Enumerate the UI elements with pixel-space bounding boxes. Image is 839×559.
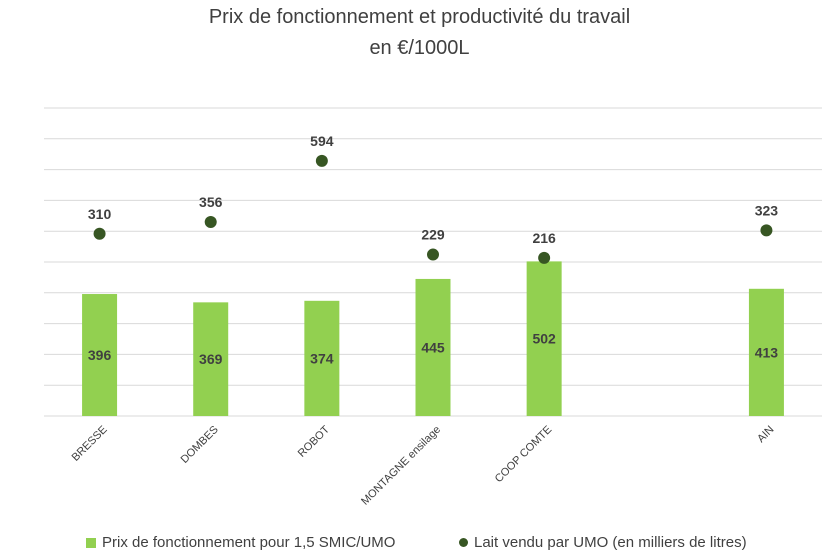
bar-value-label: 374 — [310, 350, 334, 366]
chart-title-line1: Prix de fonctionnement et productivité d… — [208, 6, 631, 28]
bar — [526, 261, 562, 416]
bar — [748, 288, 784, 416]
bar-value-label: 413 — [755, 344, 779, 360]
bar — [304, 300, 340, 416]
bar-value-label: 369 — [199, 351, 223, 367]
dot — [538, 251, 551, 264]
bar-value-label: 445 — [421, 339, 445, 355]
dot-value-label: 356 — [199, 194, 223, 210]
bar-value-label: 396 — [88, 347, 112, 363]
dot — [204, 215, 217, 228]
x-tick-label: ROBOT — [296, 423, 332, 459]
dot — [315, 154, 328, 167]
x-tick-label: AIN — [755, 424, 776, 445]
bar — [193, 302, 229, 416]
chart-plot: 396 310 BRESSE 369 356 DOMBES 374 594 ROBOT 445 22… — [44, 107, 822, 508]
dot-value-label: 323 — [755, 202, 779, 218]
bar — [415, 278, 451, 416]
x-tick-label: MONTAGNE ensilage — [359, 424, 443, 508]
bar — [82, 294, 118, 416]
dot — [93, 227, 106, 240]
legend-swatch-dot — [459, 538, 468, 547]
dot — [760, 224, 773, 237]
dot-value-label: 229 — [421, 227, 445, 243]
legend-label-dots: Lait vendu par UMO (en milliers de litre… — [474, 534, 747, 551]
dot-value-label: 216 — [532, 230, 556, 246]
dot — [427, 248, 439, 261]
x-tick-label: COOP COMTE — [493, 424, 555, 486]
bar-value-label: 502 — [532, 331, 556, 347]
legend-swatch-bar — [86, 537, 96, 548]
dot-value-label: 594 — [310, 133, 334, 149]
x-tick-label: BRESSE — [70, 424, 110, 464]
legend-item-dots: Lait vendu par UMO (en milliers de litre… — [459, 534, 747, 551]
chart-title-line2: en €/1000L — [369, 37, 470, 59]
dot-value-label: 310 — [88, 206, 112, 222]
legend-label-bars: Prix de fonctionnement pour 1,5 SMIC/UMO — [102, 534, 396, 551]
x-tick-label: DOMBES — [179, 424, 221, 466]
legend-item-bars: Prix de fonctionnement pour 1,5 SMIC/UMO — [86, 534, 395, 551]
